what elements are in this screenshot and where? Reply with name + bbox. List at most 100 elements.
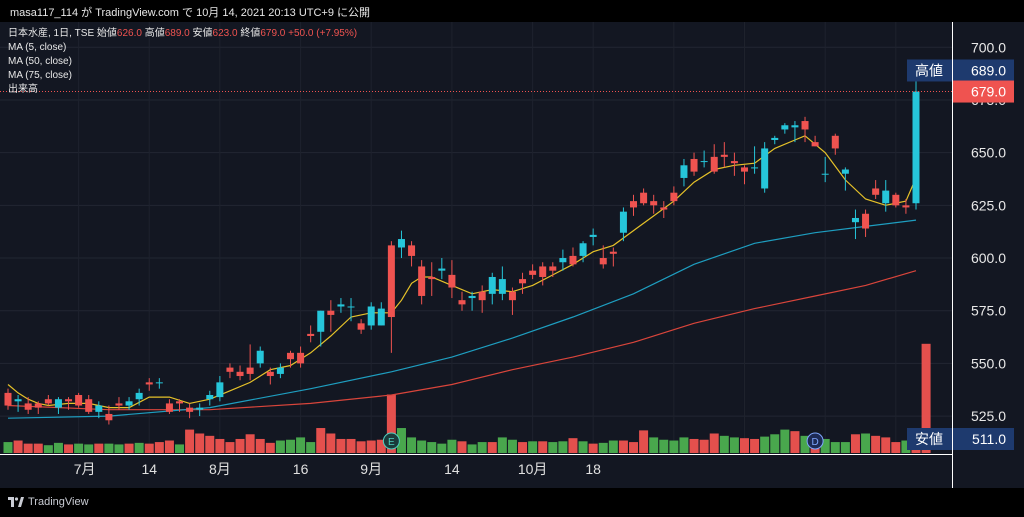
candle[interactable] [811,135,819,147]
candle[interactable] [508,287,516,315]
candle[interactable] [14,394,22,412]
candle[interactable] [357,319,365,334]
candle[interactable] [872,180,880,200]
candle[interactable] [569,247,577,267]
legend-ma50[interactable]: MA (50, close) [8,56,72,67]
candle[interactable] [176,399,184,412]
dividend-marker[interactable]: D [806,432,824,450]
candle[interactable] [740,165,748,185]
candle[interactable] [206,390,214,406]
candle[interactable] [105,405,113,425]
candle[interactable] [186,403,194,419]
candle[interactable] [498,266,506,301]
candle[interactable] [24,397,32,414]
candle[interactable] [821,156,829,183]
candle[interactable] [135,388,143,406]
candle[interactable] [458,291,466,311]
candle[interactable] [488,272,496,305]
candle[interactable] [256,346,264,368]
candle[interactable] [882,180,890,212]
candle[interactable] [751,146,759,174]
candle[interactable] [892,192,900,208]
candle[interactable] [468,291,476,311]
candle[interactable] [519,272,527,294]
legend-ma75[interactable]: MA (75, close) [8,70,72,81]
earnings-marker[interactable]: E [382,432,400,450]
candle[interactable] [710,144,718,174]
candle[interactable] [327,300,335,332]
candle[interactable] [307,325,315,343]
candle[interactable] [831,133,839,155]
candle[interactable] [619,207,627,242]
candle[interactable] [236,365,244,381]
candle[interactable] [700,150,708,168]
candle[interactable] [559,249,567,271]
candle[interactable] [912,70,920,210]
candle[interactable] [34,401,42,414]
candle[interactable] [640,188,648,206]
candle[interactable] [549,262,557,277]
candle[interactable] [377,302,385,326]
candle[interactable] [276,363,284,379]
candle[interactable] [660,201,668,218]
candle[interactable] [630,194,638,216]
candle[interactable] [115,397,123,410]
legend-ma5[interactable]: MA (5, close) [8,42,67,53]
candle[interactable] [539,262,547,286]
candle[interactable] [337,298,345,313]
candle[interactable] [95,401,103,419]
candle[interactable] [226,363,234,379]
candle[interactable] [418,260,426,305]
candle[interactable] [85,394,93,414]
candle[interactable] [286,350,294,368]
candle[interactable] [781,123,789,134]
ma50-line[interactable] [7,219,917,419]
candle[interactable] [367,302,375,330]
candle[interactable] [841,167,849,191]
candle[interactable] [408,241,416,267]
candle[interactable] [297,346,305,368]
candle[interactable] [65,397,73,410]
candle[interactable] [579,241,587,263]
candle[interactable] [599,245,607,269]
candle[interactable] [902,199,910,214]
candle[interactable] [397,230,405,259]
candle[interactable] [761,142,769,193]
candle[interactable] [690,152,698,176]
candle[interactable] [609,247,617,267]
candle[interactable] [4,388,12,410]
ma5-line[interactable] [7,135,917,409]
legend-volume[interactable]: 出来高 [8,84,38,95]
candle[interactable] [791,121,799,143]
candle[interactable] [44,394,52,406]
candle[interactable] [387,241,395,353]
candle[interactable] [862,209,870,237]
candle[interactable] [670,186,678,206]
candle[interactable] [801,116,809,143]
candle[interactable] [266,367,274,385]
candle[interactable] [196,403,204,417]
candle[interactable] [448,260,456,299]
candle[interactable] [730,152,738,176]
candle[interactable] [438,258,446,280]
candle[interactable] [165,399,173,414]
candle[interactable] [851,209,859,240]
candle[interactable] [529,264,537,280]
candle[interactable] [155,378,163,389]
candle[interactable] [145,378,153,391]
candle[interactable] [75,392,83,408]
candle[interactable] [428,262,436,296]
ma75-line[interactable] [7,270,917,411]
candle[interactable] [347,298,355,322]
candle[interactable] [125,397,133,410]
candle[interactable] [216,376,224,402]
candle[interactable] [246,344,254,381]
candle[interactable] [589,228,597,246]
candle[interactable] [478,285,486,313]
candle[interactable] [720,142,728,168]
candle[interactable] [317,310,325,347]
candle[interactable] [680,158,688,187]
candle[interactable] [650,194,658,214]
candle[interactable] [771,135,779,145]
